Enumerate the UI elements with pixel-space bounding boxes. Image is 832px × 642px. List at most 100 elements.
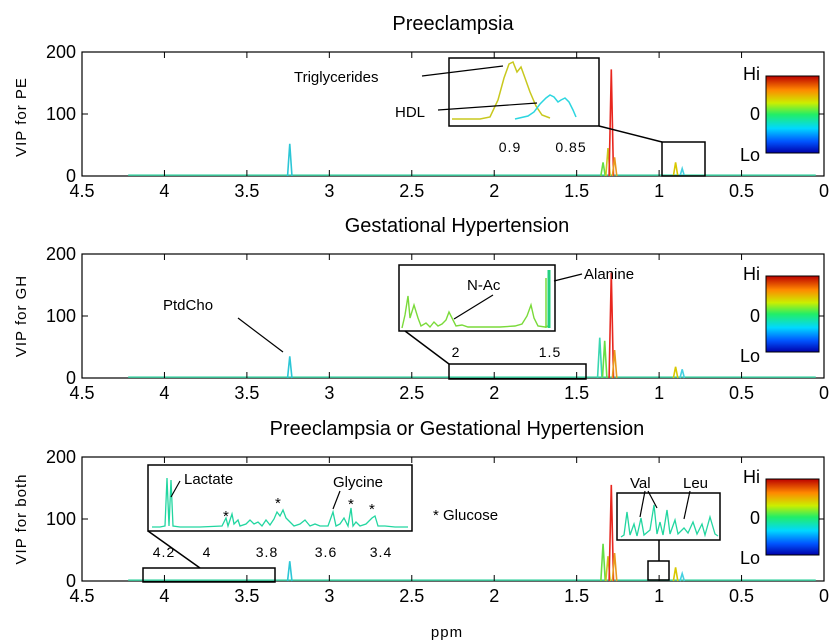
- colorbar-zero-label: 0: [750, 104, 760, 124]
- label-alanine: Alanine: [584, 266, 634, 283]
- x-tick-label: 1: [654, 586, 664, 606]
- panel-3-inset-box-bcaa: [616, 492, 721, 541]
- y-tick-label: 200: [46, 244, 76, 264]
- inset-tick: 0.9: [499, 139, 521, 155]
- x-tick-label: 4: [159, 383, 169, 403]
- inset-tick: 3.8: [256, 544, 278, 560]
- pointer-leu: [683, 490, 691, 520]
- spectrum-peak: [611, 157, 618, 177]
- spectrum-peak: [672, 366, 679, 379]
- panel-1-peaks: [286, 69, 686, 177]
- x-tick-label: 1.5: [564, 383, 589, 403]
- x-tick-label: 2.5: [399, 586, 424, 606]
- x-tick-label: 0: [819, 383, 829, 403]
- x-tick-label: 0.5: [729, 383, 754, 403]
- pointer-ptdcho: [237, 317, 284, 353]
- x-tick-label: 2.5: [399, 181, 424, 201]
- colorbar-lo-label: Lo: [740, 548, 760, 568]
- spectrum-peak: [608, 272, 615, 379]
- y-tick-label: 100: [46, 104, 76, 124]
- panel-2-inset-trace: [401, 295, 549, 329]
- panel-3-zoom-box-bcaa: [647, 560, 670, 581]
- x-tick-label: 4.5: [69, 383, 94, 403]
- spectrum-peak: [600, 162, 607, 177]
- y-tick-label: 0: [66, 368, 76, 388]
- spectrum-peak: [600, 543, 607, 582]
- x-tick-label: 0.5: [729, 586, 754, 606]
- x-tick-label: 2: [489, 181, 499, 201]
- y-tick-label: 0: [66, 571, 76, 591]
- x-tick-label: 0: [819, 586, 829, 606]
- x-tick-label: 0: [819, 181, 829, 201]
- panel-2-zoom-box: [448, 363, 587, 380]
- spectrum-peak: [679, 570, 686, 582]
- panel-3-ylabel: VIP for both: [13, 474, 30, 565]
- colorbar-zero-label: 0: [750, 306, 760, 326]
- spectrum-peak: [596, 337, 603, 379]
- x-tick-label: 1.5: [564, 181, 589, 201]
- panel-3-zoom-line: [147, 530, 201, 569]
- x-tick-label: 3.5: [234, 181, 259, 201]
- panel-3-zoom-box: [142, 567, 276, 583]
- pointer-lactate: [170, 480, 181, 498]
- glucose-asterisk: *: [275, 495, 281, 512]
- x-tick-label: 2: [489, 383, 499, 403]
- x-tick-label: 2.5: [399, 383, 424, 403]
- label-ptdcho: PtdCho: [163, 297, 213, 314]
- panel-3-inset-box: [147, 464, 413, 532]
- label-leu: Leu: [683, 475, 708, 492]
- panel-3: Preeclampsia or Gestational Hypertension…: [13, 418, 829, 641]
- y-tick-label: 100: [46, 306, 76, 326]
- label-glycine: Glycine: [333, 474, 383, 491]
- panel-3-title: Preeclampsia or Gestational Hypertension: [270, 418, 645, 440]
- panel-1-ylabel: VIP for PE: [13, 77, 30, 157]
- x-tick-label: 3.5: [234, 586, 259, 606]
- x-tick-label: 4.5: [69, 181, 94, 201]
- glucose-asterisk: *: [223, 508, 229, 525]
- label-val: Val: [630, 475, 651, 492]
- panel-2-ylabel: VIP for GH: [13, 275, 30, 357]
- panel-2: Gestational Hypertension VIP for GH 4.5 4…: [13, 215, 829, 403]
- panel-1-zoom-line: [598, 125, 663, 143]
- glucose-asterisk: *: [348, 496, 354, 513]
- panel-3-inset-trace-bcaa: [620, 504, 719, 538]
- panel-3-inset-trace: [152, 477, 408, 529]
- panel-2-axes: 4.5 4 3.5 3 2.5 2 1.5 1 0.5 0 0 100 200: [46, 244, 829, 403]
- spectrum-peak: [679, 369, 686, 379]
- colorbar-hi-label: Hi: [743, 467, 760, 487]
- x-tick-label: 0.5: [729, 181, 754, 201]
- panel-1-axes: 4.5 4 3.5 3 2.5 2 1.5 1 0.5 0 0 100 200: [46, 42, 829, 201]
- pointer-alanine: [553, 273, 583, 282]
- panel-1-zoom-box: [661, 141, 706, 177]
- spectrum-peak: [601, 340, 608, 379]
- inset-tick: 3.6: [315, 544, 337, 560]
- spectrum-peak: [286, 561, 293, 582]
- panel-2-zoom-line: [404, 330, 450, 365]
- x-tick-label: 1: [654, 181, 664, 201]
- spectrum-peak: [608, 69, 615, 177]
- x-tick-label: 4: [159, 586, 169, 606]
- x-tick-label: 3: [324, 383, 334, 403]
- panel-1-title: Preeclampsia: [392, 13, 514, 35]
- panel-2-title: Gestational Hypertension: [345, 215, 570, 237]
- colorbar-lo-label: Lo: [740, 145, 760, 165]
- panel-1-inset-trace-hdl: [514, 94, 577, 120]
- x-tick-label: 3.5: [234, 383, 259, 403]
- panel-3-axes: 4.5 4 3.5 3 2.5 2 1.5 1 0.5 0 0 100 200: [46, 447, 829, 606]
- label-hdl: HDL: [395, 104, 425, 121]
- y-tick-label: 200: [46, 42, 76, 62]
- pointer-val: [639, 490, 646, 518]
- inset-tick: 3.4: [370, 544, 392, 560]
- colorbar-lo-label: Lo: [740, 346, 760, 366]
- inset-tick: 1.5: [539, 344, 561, 360]
- panel-1-inset-box: [448, 57, 600, 127]
- panel-1-colorbar: [765, 75, 820, 154]
- panel-3-colorbar: [765, 478, 820, 556]
- inset-tick: 4.2: [153, 544, 175, 560]
- inset-tick: 2: [452, 344, 461, 360]
- spectrum-peak: [608, 484, 615, 582]
- inset-tick: 4: [203, 544, 212, 560]
- spectrum-peak: [611, 350, 618, 379]
- spectrum-peak: [286, 143, 293, 177]
